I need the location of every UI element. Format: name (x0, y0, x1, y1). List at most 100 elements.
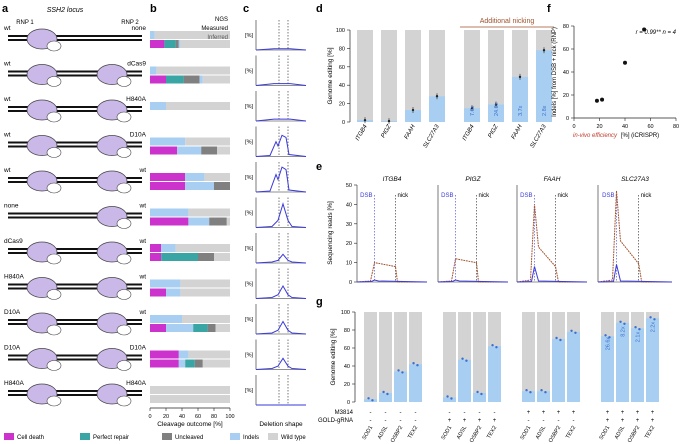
bar-segment (185, 173, 205, 181)
gene-label: SOD1 (362, 425, 375, 441)
y-tick-label: 50 (346, 183, 352, 189)
dsb-label: DSB (602, 193, 614, 199)
gold-sign: + (448, 418, 452, 424)
bar-segment (164, 40, 176, 48)
bar-segment (183, 75, 200, 84)
fold-label: 2.2x (651, 322, 657, 333)
bar-value (567, 331, 580, 402)
gold-sign: + (651, 418, 655, 424)
gold-sign: + (478, 418, 482, 424)
y-tick-label: 40 (344, 364, 350, 370)
deletion-curve (255, 202, 307, 228)
bar-segment (180, 279, 230, 288)
gene-label: OSBP2 (627, 425, 641, 444)
m3814-sign: - (370, 410, 372, 416)
bar-segment (166, 75, 184, 84)
rnp2-complex-lobe (116, 324, 132, 336)
m3814-sign: - (449, 410, 451, 416)
bar-segment (154, 31, 230, 39)
data-point (363, 118, 367, 122)
fold-label: 26.6x (606, 337, 612, 351)
category-label: FAAH (511, 123, 524, 140)
x-tick-label: 80 (673, 124, 679, 130)
bar-segment (185, 182, 214, 190)
y-unit: [%] (245, 282, 253, 288)
bar-value (409, 364, 422, 402)
bar-value (522, 391, 535, 402)
deletion-curve (255, 285, 307, 299)
y-axis-label: Sequencing reads [%] (327, 201, 334, 265)
x-tick-label: 100 (225, 414, 234, 420)
m3814-sign: - (479, 410, 481, 416)
m3814-sign: + (636, 410, 640, 416)
data-point (559, 338, 562, 342)
bar-segment (150, 137, 186, 146)
m3814-sign: + (621, 410, 625, 416)
m3814-sign: - (415, 410, 417, 416)
gold-sign: - (385, 418, 387, 424)
data-point (476, 390, 479, 394)
bar-segment (156, 66, 230, 75)
y-tick-label: 80 (563, 24, 569, 30)
bar-segment (161, 244, 176, 252)
data-point (367, 397, 370, 400)
data-point (638, 328, 641, 331)
x-tick-label: 40 (179, 414, 185, 420)
gene-label: OSBP2 (469, 425, 483, 444)
deletion-curve (255, 166, 307, 193)
y-unit: [%] (245, 175, 253, 181)
y-tick-label: 0 (347, 400, 350, 406)
bar-segment (150, 244, 162, 252)
rnp1-label: dCas9 (4, 238, 23, 245)
rnp2-header: RNP 2 (121, 20, 139, 26)
data-point (525, 389, 528, 392)
dsb-label: DSB (441, 193, 453, 199)
annotation: Additional nicking (480, 18, 535, 25)
category-label: PIGZ (381, 124, 393, 139)
x-tick-label: 0 (572, 124, 575, 130)
bar-segment (185, 359, 195, 368)
deletion-curve (255, 118, 307, 122)
data-point (540, 389, 543, 392)
y-tick-label: 100 (336, 28, 345, 34)
y-tick-label: 80 (344, 328, 350, 334)
bar-value (464, 108, 480, 122)
rnp1-label: wt (3, 167, 11, 174)
category-label: SLC27A3 (423, 123, 441, 149)
scatter-point (594, 98, 599, 103)
bar-value (443, 397, 456, 402)
panel-a: SSH2 locus RNP 1 RNP 2 wt none wt dCas9 wt H8… (3, 7, 147, 407)
row-label-m3814: M3814 (335, 410, 354, 416)
bar-segment (177, 146, 202, 155)
y-tick-label: 40 (339, 83, 345, 89)
legend-wild-type: Wild type (281, 435, 306, 441)
bar-segment (150, 208, 189, 217)
bar-segment (150, 40, 165, 48)
bar-background (364, 312, 377, 402)
bar-segment (180, 40, 230, 48)
data-point (653, 318, 656, 321)
y-tick-label: 80 (339, 46, 345, 52)
deletion-curve (255, 253, 307, 264)
gene-title: PIGZ (465, 176, 481, 183)
gene-title: FAAH (544, 176, 561, 183)
data-point (495, 346, 498, 349)
bar-segment (150, 288, 166, 297)
legend-swatch-perfect-repair (80, 433, 90, 440)
bar-segment (166, 102, 230, 110)
bar-background (405, 30, 421, 122)
m3814-sign: + (542, 410, 546, 416)
legend-swatch-wild-type (268, 433, 278, 440)
scatter-point (642, 27, 647, 32)
bar-segment (178, 350, 189, 359)
panel-c: [%] [%] [%] [%] [%] [%] [%] [%] [%] [%] [%] Deletio… (245, 20, 307, 428)
gold-sign: - (370, 418, 372, 424)
gene-label: SOD1 (599, 425, 612, 441)
data-point (544, 391, 547, 394)
gene-label: ADSL (535, 425, 547, 440)
data-point (480, 392, 483, 396)
rnp2-label: wt (139, 238, 147, 245)
y-tick-label: 0 (342, 120, 345, 126)
rnp1-label: wt (3, 132, 11, 139)
